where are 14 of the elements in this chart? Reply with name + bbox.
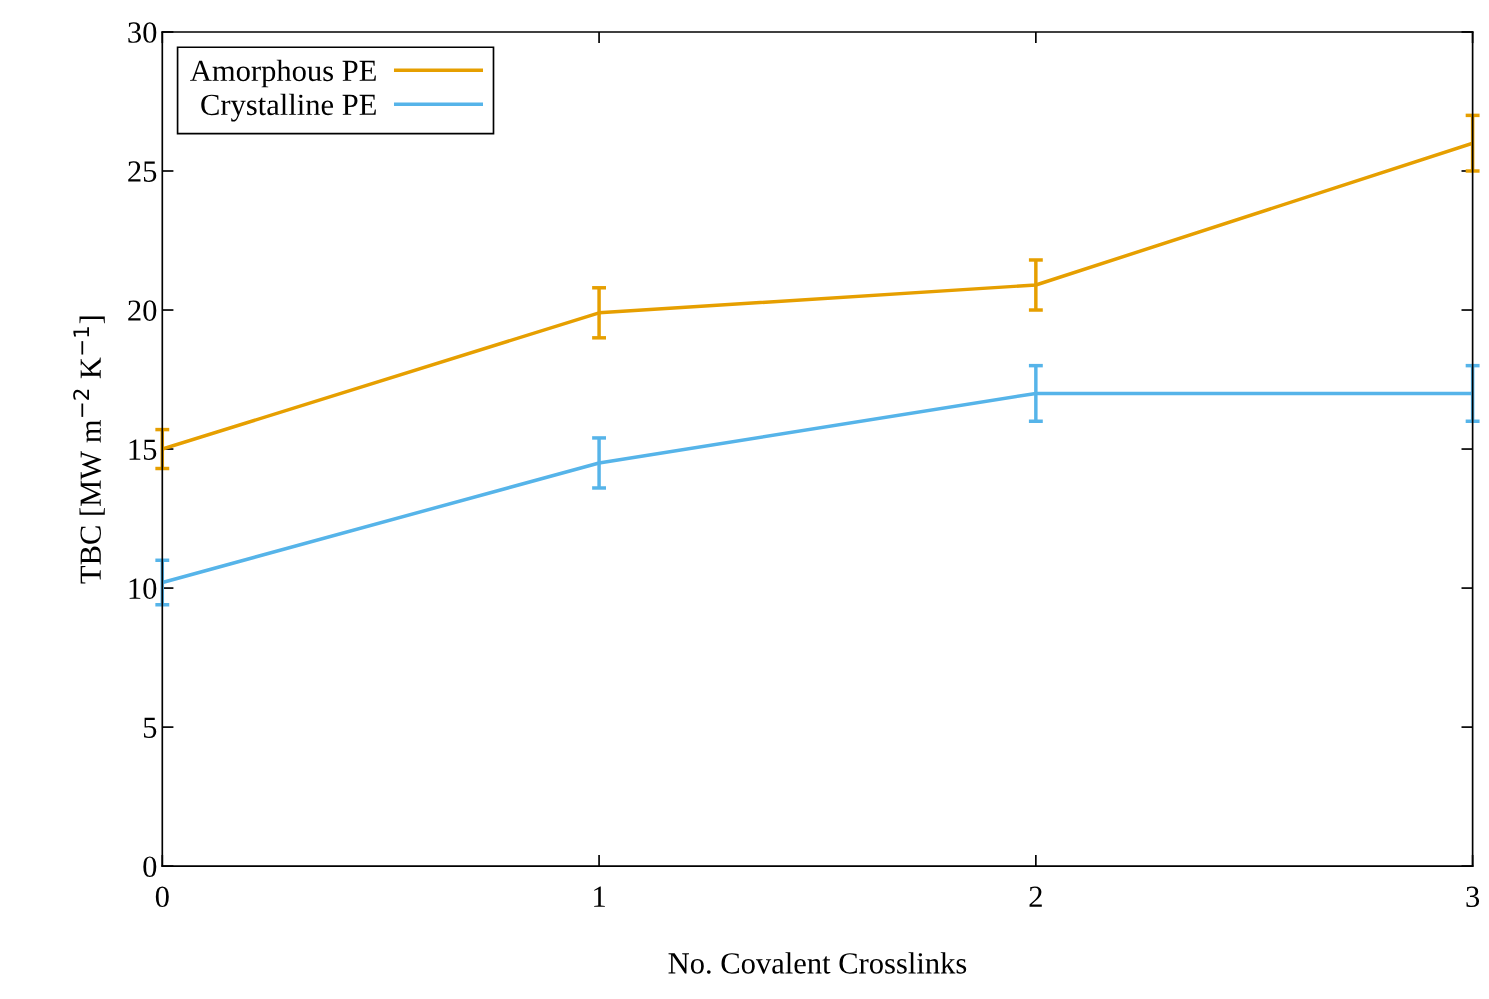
y-tick-label: 30 — [128, 22, 157, 43]
y-tick-label: 15 — [129, 439, 157, 460]
x-tick-label: 2 — [1029, 886, 1042, 907]
y-axis-title: TBC [MW m$^{−2}$ K$^{−1}$] — [73, 316, 105, 584]
legend-label: Amorphous PE — [190, 59, 376, 88]
y-tick-label: 5 — [143, 717, 157, 739]
y-tick-label: 20 — [128, 300, 157, 321]
y-tick-label: 0 — [143, 856, 157, 878]
y-tick-label: 25 — [128, 161, 157, 182]
x-tick-label: 3 — [1466, 886, 1480, 908]
x-tick-label: 1 — [594, 886, 605, 907]
y-tick-label: 10 — [129, 578, 157, 599]
legend-label: Crystalline PE — [201, 93, 376, 122]
x-axis-title: No. Covalent Crosslinks — [668, 952, 967, 974]
